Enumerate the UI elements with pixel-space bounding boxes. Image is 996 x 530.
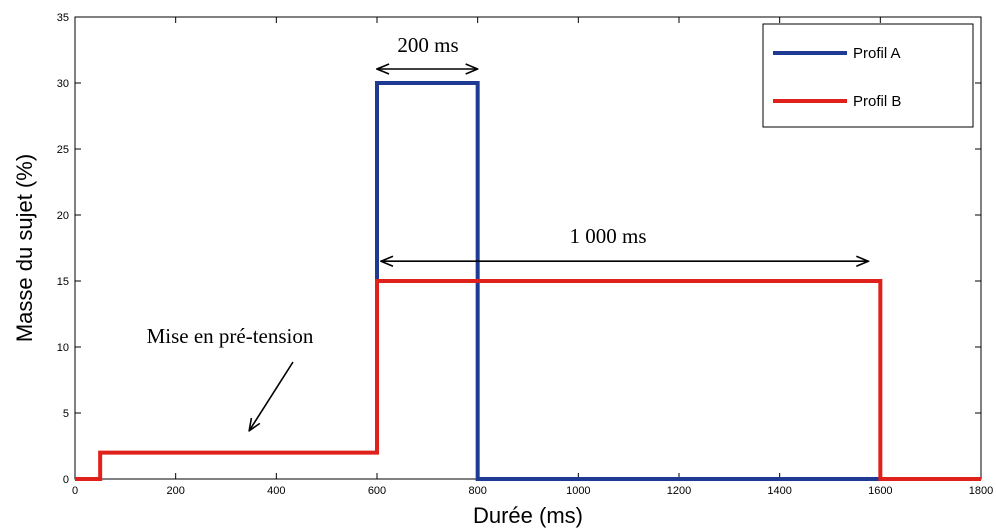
series-layer bbox=[75, 81, 981, 481]
annotations-layer: 200 ms 1 000 ms Mise en pré-tension bbox=[147, 33, 869, 431]
x-tick-label-1800: 1800 bbox=[969, 485, 993, 497]
y-tick-label-15: 15 bbox=[57, 276, 69, 288]
x-tick-label-1400: 1400 bbox=[767, 485, 791, 497]
legend-label-profil-a: Profil A bbox=[853, 45, 901, 62]
x-tick-label-400: 400 bbox=[267, 485, 285, 497]
y-tick-label-30: 30 bbox=[57, 78, 69, 90]
legend: Profil A Profil B bbox=[762, 23, 974, 128]
annotation-200ms-label: 200 ms bbox=[397, 33, 458, 57]
y-axis-label: Masse du sujet (%) bbox=[12, 154, 37, 342]
series-line-profil-a bbox=[375, 81, 981, 481]
annotation-1000ms-label: 1 000 ms bbox=[569, 224, 646, 248]
y-tick-label-0: 0 bbox=[63, 474, 69, 486]
y-tick-label-20: 20 bbox=[57, 210, 69, 222]
x-tick-label-800: 800 bbox=[468, 485, 486, 497]
x-tick-label-1000: 1000 bbox=[566, 485, 590, 497]
x-tick-label-0: 0 bbox=[72, 485, 78, 497]
y-tick-label-5: 5 bbox=[63, 408, 69, 420]
x-tick-label-1600: 1600 bbox=[868, 485, 892, 497]
y-tick-label-10: 10 bbox=[57, 342, 69, 354]
axis-ticks: 0 200 400 600 800 1000 1200 1400 1600 1800 0 5 10 15 2… bbox=[57, 12, 993, 497]
x-axis-label: Durée (ms) bbox=[473, 503, 583, 528]
y-tick-label-25: 25 bbox=[57, 144, 69, 156]
x-tick-label-1200: 1200 bbox=[667, 485, 691, 497]
x-tick-label-200: 200 bbox=[166, 485, 184, 497]
annotation-pretension-label: Mise en pré-tension bbox=[147, 324, 314, 348]
series-line-profil-b bbox=[75, 279, 981, 481]
legend-label-profil-b: Profil B bbox=[853, 93, 901, 110]
x-tick-label-600: 600 bbox=[368, 485, 386, 497]
legend-box bbox=[762, 23, 974, 128]
y-tick-label-35: 35 bbox=[57, 12, 69, 24]
annotation-pretension-arrow bbox=[249, 361, 294, 431]
